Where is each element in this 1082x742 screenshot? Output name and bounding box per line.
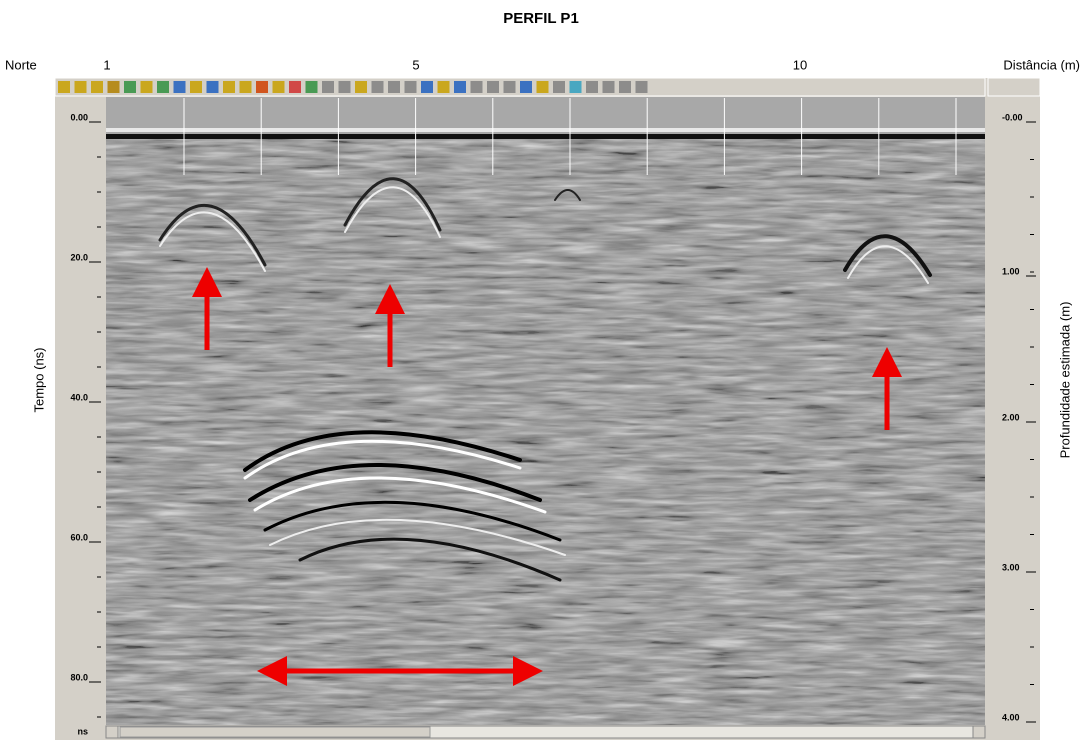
tool-button[interactable] [108,81,120,93]
left-tick-label: 0.00 [70,112,88,122]
top-right-label: Distância (m) [1003,57,1080,72]
tool-button[interactable] [388,81,400,93]
tool-button[interactable] [289,81,301,93]
tool-button[interactable] [487,81,499,93]
right-tick-label: 3.00 [1002,562,1020,572]
top-tick-label: 5 [412,57,419,72]
right-tick-label: -0.00 [1002,112,1023,122]
tool-button[interactable] [124,81,136,93]
tool-button[interactable] [91,81,103,93]
tool-button[interactable] [619,81,631,93]
tool-button[interactable] [537,81,549,93]
scroll-right[interactable] [973,726,985,738]
right-tick-label: 2.00 [1002,412,1020,422]
tool-button[interactable] [372,81,384,93]
right-toolbar [988,78,1040,96]
left-tick-label: 80.0 [70,672,88,682]
right-tick-label: 1.00 [1002,266,1020,276]
tool-button[interactable] [306,81,318,93]
tool-button[interactable] [570,81,582,93]
left-tick-label: 20.0 [70,252,88,262]
tool-button[interactable] [603,81,615,93]
tool-button[interactable] [636,81,648,93]
top-tick-label: 10 [793,57,807,72]
top-left-label: Norte [5,57,37,72]
title: PERFIL P1 [503,10,579,27]
left-tick-label: 40.0 [70,392,88,402]
top-tick-label: 1 [103,57,110,72]
tool-button[interactable] [471,81,483,93]
left-tick-label: 60.0 [70,532,88,542]
scroll-thumb[interactable] [120,727,430,737]
right-tick-label: 4.00 [1002,712,1020,722]
tool-button[interactable] [157,81,169,93]
tool-button[interactable] [586,81,598,93]
tool-button[interactable] [190,81,202,93]
tool-button[interactable] [75,81,87,93]
tool-button[interactable] [421,81,433,93]
tool-button[interactable] [240,81,252,93]
page: PERFIL P1 Norte Distância (m) 1510 0.002… [0,0,1082,742]
tool-button[interactable] [339,81,351,93]
left-unit: ns [77,726,88,736]
tool-button[interactable] [141,81,153,93]
figure: PERFIL P1 Norte Distância (m) 1510 0.002… [0,0,1082,742]
tool-button[interactable] [454,81,466,93]
left-axis-label: Tempo (ns) [31,347,46,412]
tool-button[interactable] [223,81,235,93]
right-axis-label: Profundidade estimada (m) [1057,302,1072,459]
tool-button[interactable] [207,81,219,93]
direct-wave-light [106,128,985,132]
tool-button[interactable] [504,81,516,93]
direct-wave [106,134,985,139]
tool-button[interactable] [256,81,268,93]
tool-button[interactable] [174,81,186,93]
tool-button[interactable] [520,81,532,93]
tool-button[interactable] [438,81,450,93]
tool-button[interactable] [553,81,565,93]
tool-button[interactable] [405,81,417,93]
tool-button[interactable] [273,81,285,93]
tool-button[interactable] [58,81,70,93]
tool-button[interactable] [355,81,367,93]
tool-button[interactable] [322,81,334,93]
radargram-texture [106,97,985,725]
scroll-left[interactable] [106,726,118,738]
